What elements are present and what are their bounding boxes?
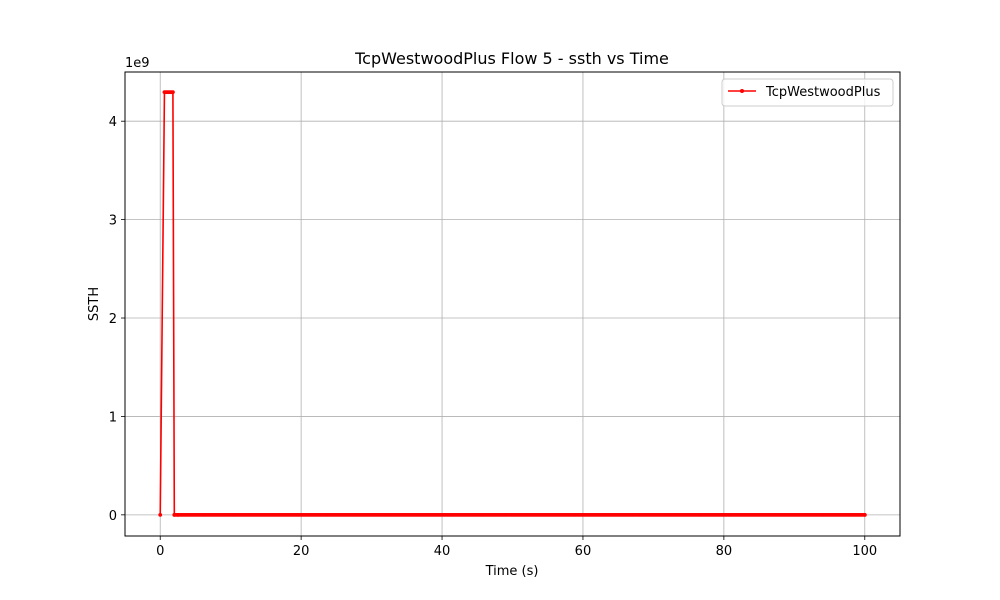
y-tick-label: 3 bbox=[109, 214, 117, 229]
y-tick-label: 1 bbox=[109, 410, 117, 425]
chart-title: TcpWestwoodPlus Flow 5 - ssth vs Time bbox=[354, 49, 669, 68]
y-tick-label: 0 bbox=[109, 509, 117, 524]
legend-marker bbox=[740, 89, 744, 93]
x-axis-label: Time (s) bbox=[485, 564, 539, 579]
y-axis: 0 1 2 3 4 bbox=[109, 115, 125, 524]
legend-entry-tcpwestwoodplus: TcpWestwoodPlus bbox=[765, 85, 881, 100]
x-axis: 0 20 40 60 80 100 bbox=[156, 536, 877, 559]
x-tick-label: 40 bbox=[434, 544, 451, 559]
x-tick-label: 60 bbox=[575, 544, 592, 559]
x-tick-label: 80 bbox=[716, 544, 733, 559]
legend: TcpWestwoodPlus bbox=[721, 78, 894, 107]
y-tick-label: 2 bbox=[109, 312, 117, 327]
series-layer bbox=[158, 90, 867, 517]
data-point bbox=[171, 90, 175, 95]
data-point bbox=[158, 512, 163, 517]
y-offset-label: 1e9 bbox=[125, 56, 150, 71]
x-tick-label: 100 bbox=[852, 544, 877, 559]
y-axis-label: SSTH bbox=[87, 287, 102, 321]
x-tick-label: 0 bbox=[156, 544, 164, 559]
data-point bbox=[862, 512, 867, 517]
series-line bbox=[159, 91, 865, 516]
plot-frame bbox=[124, 71, 901, 537]
legend-box bbox=[721, 78, 894, 107]
y-tick-label: 4 bbox=[109, 115, 117, 130]
grid bbox=[125, 72, 900, 536]
x-tick-label: 20 bbox=[293, 544, 310, 559]
